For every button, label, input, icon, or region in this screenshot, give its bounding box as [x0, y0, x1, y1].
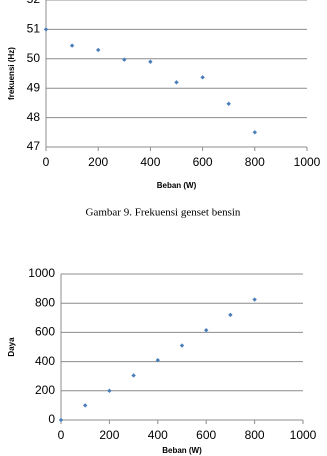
y-tick-label: 400	[35, 354, 55, 368]
x-tick-label: 1000	[294, 155, 321, 169]
x-tick-label: 600	[193, 155, 213, 169]
data-point	[204, 328, 209, 333]
x-tick-label: 0	[43, 155, 50, 169]
y-tick-label: 51	[27, 22, 41, 36]
x-tick-label: 200	[88, 155, 108, 169]
data-point	[174, 80, 179, 85]
y-tick-label: 48	[27, 110, 41, 124]
data-point	[122, 57, 127, 62]
figure-caption: Gambar 9. Frekuensi genset bensin	[86, 207, 241, 219]
data-point	[228, 312, 233, 318]
data-point	[155, 357, 160, 363]
y-axis-title: Daya	[7, 337, 16, 357]
data-point	[43, 27, 49, 32]
data-point	[252, 297, 257, 302]
y-tick-label: 47	[27, 139, 41, 153]
x-tick-label: 400	[148, 428, 168, 442]
data-point	[131, 373, 136, 378]
x-axis-title: Beban (W)	[162, 446, 202, 455]
data-point	[58, 417, 64, 423]
data-point	[148, 59, 153, 64]
x-tick-label: 600	[196, 428, 216, 442]
y-tick-label: 0	[48, 412, 55, 426]
data-point	[226, 101, 231, 106]
data-point	[96, 47, 101, 53]
y-tick-label: 50	[27, 51, 41, 65]
x-tick-label: 400	[140, 155, 160, 169]
data-point	[107, 388, 112, 393]
data-point	[179, 343, 185, 348]
data-point	[252, 130, 257, 135]
x-tick-label: 800	[245, 428, 265, 442]
x-tick-label: 0	[58, 428, 65, 442]
x-tick-label: 1000	[290, 428, 317, 442]
y-tick-label: 49	[27, 80, 41, 94]
y-tick-label: 1000	[28, 266, 55, 280]
y-tick-label: 800	[35, 295, 55, 309]
data-point	[200, 75, 205, 80]
y-axis-title: frekuensi (Hz)	[7, 47, 16, 100]
x-tick-label: 800	[245, 155, 265, 169]
x-tick-label: 200	[99, 428, 119, 442]
data-point	[69, 43, 75, 48]
y-tick-label: 200	[35, 383, 55, 397]
data-point	[83, 403, 88, 408]
y-tick-label: 600	[35, 325, 55, 339]
y-tick-label: 52	[27, 0, 41, 6]
x-axis-title: Beban (W)	[157, 181, 197, 190]
